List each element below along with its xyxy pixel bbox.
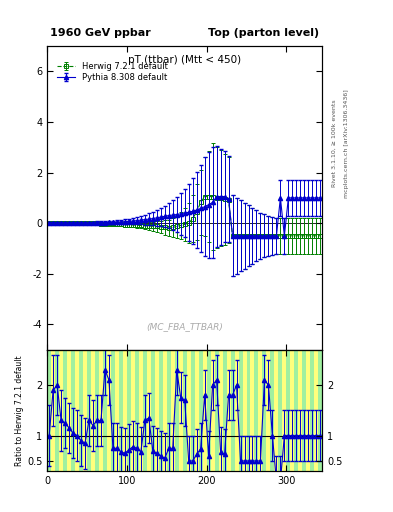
Bar xyxy=(119,350,123,471)
Bar xyxy=(242,350,246,471)
Bar xyxy=(103,350,107,471)
Bar xyxy=(215,350,219,471)
Bar xyxy=(135,350,139,471)
Bar xyxy=(179,350,183,471)
Bar xyxy=(183,350,187,471)
Bar xyxy=(270,350,274,471)
Legend: Herwig 7.2.1 default, Pythia 8.308 default: Herwig 7.2.1 default, Pythia 8.308 defau… xyxy=(54,59,170,84)
Text: Rivet 3.1.10, ≥ 100k events: Rivet 3.1.10, ≥ 100k events xyxy=(332,99,337,187)
Bar xyxy=(59,350,63,471)
Bar xyxy=(127,350,131,471)
Bar xyxy=(163,350,167,471)
Bar xyxy=(55,350,59,471)
Bar xyxy=(203,350,207,471)
Bar xyxy=(298,350,302,471)
Bar xyxy=(175,350,179,471)
Bar xyxy=(87,350,91,471)
Bar xyxy=(195,350,199,471)
Bar xyxy=(83,350,87,471)
Bar xyxy=(322,350,326,471)
Bar xyxy=(115,350,119,471)
Bar xyxy=(231,350,235,471)
Bar xyxy=(79,350,83,471)
Bar xyxy=(318,350,322,471)
Bar xyxy=(259,350,263,471)
Bar xyxy=(123,350,127,471)
Bar xyxy=(278,350,283,471)
Text: 1960 GeV ppbar: 1960 GeV ppbar xyxy=(50,29,151,38)
Bar xyxy=(302,350,306,471)
Bar xyxy=(219,350,222,471)
Bar xyxy=(286,350,290,471)
Text: (MC_FBA_TTBAR): (MC_FBA_TTBAR) xyxy=(146,323,223,331)
Bar xyxy=(95,350,99,471)
Bar xyxy=(155,350,159,471)
Bar xyxy=(67,350,71,471)
Bar xyxy=(199,350,203,471)
Bar xyxy=(111,350,115,471)
Text: Top (parton level): Top (parton level) xyxy=(208,29,320,38)
Bar xyxy=(63,350,67,471)
Bar xyxy=(283,350,286,471)
Bar xyxy=(227,350,231,471)
Bar xyxy=(246,350,250,471)
Bar xyxy=(310,350,314,471)
Bar xyxy=(314,350,318,471)
Bar xyxy=(71,350,75,471)
Bar xyxy=(91,350,95,471)
Text: pT (ttbar) (Mtt < 450): pT (ttbar) (Mtt < 450) xyxy=(128,55,241,65)
Bar xyxy=(207,350,211,471)
Bar xyxy=(187,350,191,471)
Bar xyxy=(147,350,151,471)
Bar xyxy=(191,350,195,471)
Bar xyxy=(143,350,147,471)
Bar xyxy=(75,350,79,471)
Bar xyxy=(159,350,163,471)
Bar xyxy=(211,350,215,471)
Bar xyxy=(255,350,259,471)
Y-axis label: Ratio to Herwig 7.2.1 default: Ratio to Herwig 7.2.1 default xyxy=(15,355,24,465)
Bar xyxy=(171,350,175,471)
Bar xyxy=(266,350,270,471)
Bar xyxy=(294,350,298,471)
Bar xyxy=(151,350,155,471)
Bar xyxy=(274,350,278,471)
Bar xyxy=(290,350,294,471)
Text: mcplots.cern.ch [arXiv:1306.3436]: mcplots.cern.ch [arXiv:1306.3436] xyxy=(344,89,349,198)
Bar xyxy=(99,350,103,471)
Bar xyxy=(131,350,135,471)
Bar xyxy=(239,350,242,471)
Bar xyxy=(306,350,310,471)
Bar xyxy=(47,350,51,471)
Bar xyxy=(51,350,55,471)
Bar xyxy=(167,350,171,471)
Bar xyxy=(263,350,266,471)
Bar xyxy=(235,350,239,471)
Bar xyxy=(222,350,227,471)
Bar xyxy=(107,350,111,471)
Bar xyxy=(139,350,143,471)
Bar xyxy=(250,350,255,471)
